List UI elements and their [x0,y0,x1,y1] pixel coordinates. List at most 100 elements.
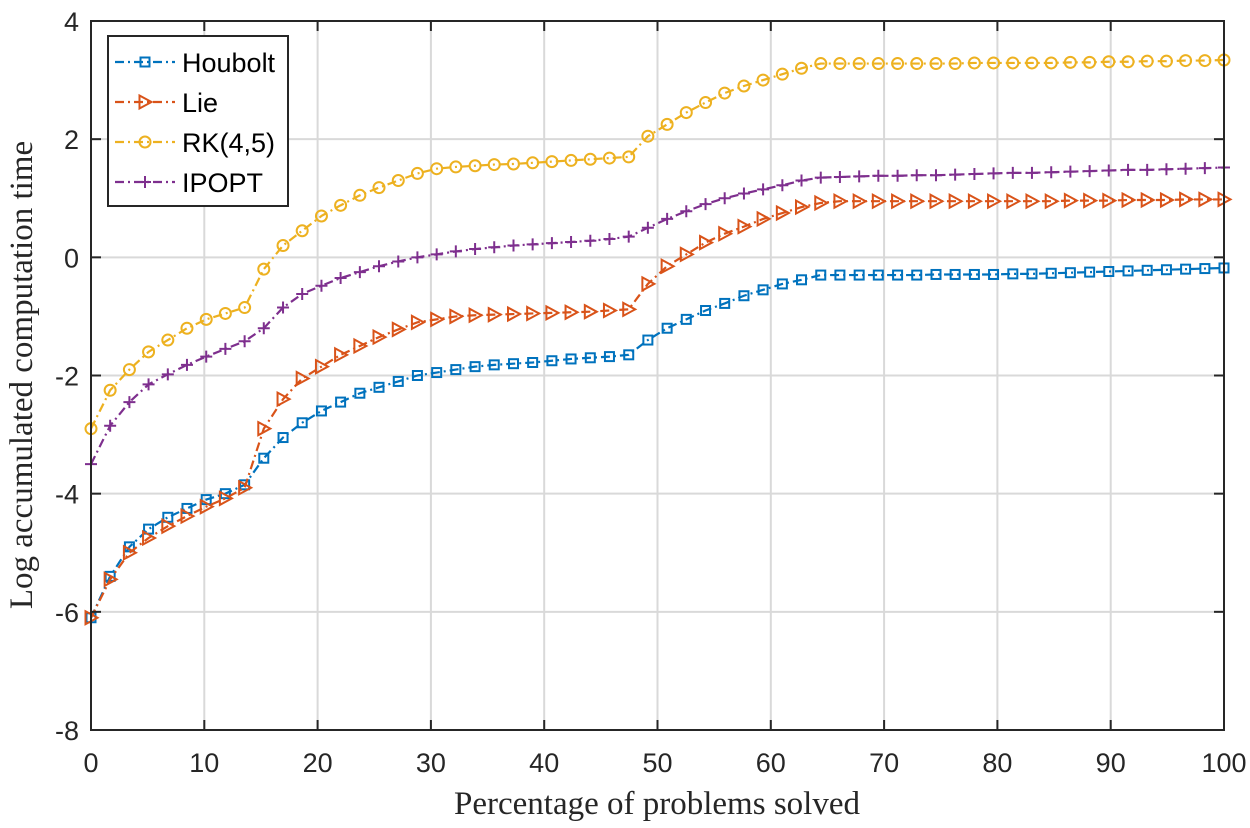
data-point-ipopt [545,237,558,250]
data-point-lie [487,306,503,323]
data-point-rk-4-5 [795,61,809,75]
data-point-ipopt [1122,163,1135,176]
data-point-ipopt [872,169,885,182]
data-point-lie [641,275,657,293]
y-tick-label: -8 [55,716,79,746]
data-point-ipopt [737,187,750,200]
legend-item-lie: Lie [115,88,218,118]
data-point-rk-4-5 [1198,54,1212,68]
data-point-rk-4-5 [622,150,636,164]
data-point-houbolt [719,297,731,309]
data-point-lie [314,358,331,375]
data-point-houbolt [527,357,539,369]
data-point-rk-4-5 [545,155,559,169]
data-point-rk-4-5 [891,57,905,71]
data-point-ipopt [353,266,366,279]
data-point-houbolt [546,355,558,367]
data-point-lie [142,529,158,547]
data-point-ipopt [833,170,846,183]
data-point-houbolt [988,268,1000,280]
x-tick-label: 30 [416,748,446,778]
data-point-houbolt [661,322,673,334]
data-point-lie [353,337,369,355]
data-point-houbolt [1122,265,1134,277]
data-point-lie [1044,193,1060,210]
data-point-houbolt [488,359,500,371]
data-point-lie [622,301,638,318]
data-point-ipopt [257,322,270,335]
data-point-lie [833,193,849,210]
data-point-houbolt [296,417,308,429]
data-point-houbolt [1199,263,1211,275]
series-rk-4-5 [84,53,1231,436]
data-point-lie [122,544,139,561]
data-point-ipopt [584,234,597,247]
data-point-ipopt [219,342,232,355]
data-point-ipopt [1198,162,1211,175]
data-point-ipopt [1160,163,1173,176]
data-point-rk-4-5 [967,56,981,70]
x-tick-label: 90 [1096,748,1126,778]
data-point-lie [1006,193,1022,210]
data-point-rk-4-5 [699,96,713,110]
data-point-houbolt [623,349,635,361]
data-point-ipopt [1045,166,1058,179]
data-point-lie [391,321,407,338]
data-point-ipopt [949,168,962,181]
data-point-lie [449,308,465,325]
data-point-lie [1063,192,1079,209]
legend-item-rk-4-5: RK(4,5) [115,128,275,158]
data-point-houbolt [431,367,443,379]
x-axis-title: Percentage of problems solved [454,786,860,822]
data-point-rk-4-5 [1025,56,1039,70]
data-point-lie [218,490,234,507]
data-point-lie [699,234,715,251]
data-point-ipopt [1083,165,1096,178]
data-point-lie [334,346,350,363]
data-point-lie [1198,191,1214,208]
data-point-ipopt [449,245,462,258]
data-point-rk-4-5 [833,57,847,71]
data-point-rk-4-5 [602,151,616,165]
data-point-ipopt [565,235,578,248]
data-point-rk-4-5 [660,117,674,131]
data-point-ipopt [238,335,251,348]
data-point-houbolt [373,381,385,393]
data-point-lie [795,198,811,216]
data-point-lie [526,305,542,322]
data-point-rk-4-5 [1121,55,1135,69]
data-point-lie [1025,193,1041,210]
data-point-rk-4-5 [641,129,655,143]
y-tick-label: 4 [64,7,79,37]
data-point-ipopt [603,233,616,246]
data-point-rk-4-5 [1140,54,1154,68]
data-point-houbolt [565,353,577,365]
data-point-lie [1102,192,1118,209]
data-point-houbolt [507,358,519,370]
data-point-houbolt [680,313,692,325]
data-point-rk-4-5 [449,160,463,174]
data-point-ipopt [200,350,213,363]
data-point-houbolt [1103,266,1115,278]
data-point-houbolt [258,452,270,464]
legend-label: Houbolt [182,48,276,78]
data-point-ipopt [392,255,405,268]
data-point-ipopt [1102,164,1115,177]
data-point-ipopt [123,396,136,409]
data-point-ipopt [507,239,520,252]
data-point-houbolt [392,375,404,387]
data-point-lie [410,314,427,331]
data-point-houbolt [834,269,846,281]
data-point-ipopt [757,183,770,196]
data-point-ipopt [968,168,981,181]
data-point-lie [967,193,983,210]
data-point-lie [737,218,753,235]
data-point-lie [161,517,177,535]
data-point-lie [602,302,619,319]
data-point-ipopt [411,251,424,264]
data-point-lie [468,307,484,324]
data-point-rk-4-5 [180,321,194,335]
data-point-lie [430,311,446,328]
data-point-rk-4-5 [564,153,578,167]
data-point-ipopt [430,248,443,261]
